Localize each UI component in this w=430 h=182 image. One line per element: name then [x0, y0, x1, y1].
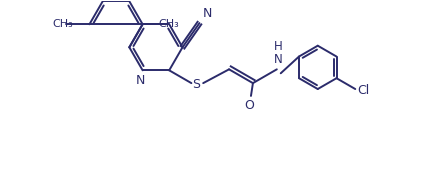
Text: CH₃: CH₃ — [159, 19, 180, 29]
Text: N: N — [136, 74, 145, 87]
Text: N: N — [203, 7, 212, 20]
Text: S: S — [192, 78, 200, 91]
Text: H
N: H N — [273, 40, 282, 66]
Text: CH₃: CH₃ — [52, 19, 73, 29]
Text: O: O — [244, 99, 254, 112]
Text: Cl: Cl — [357, 84, 369, 96]
